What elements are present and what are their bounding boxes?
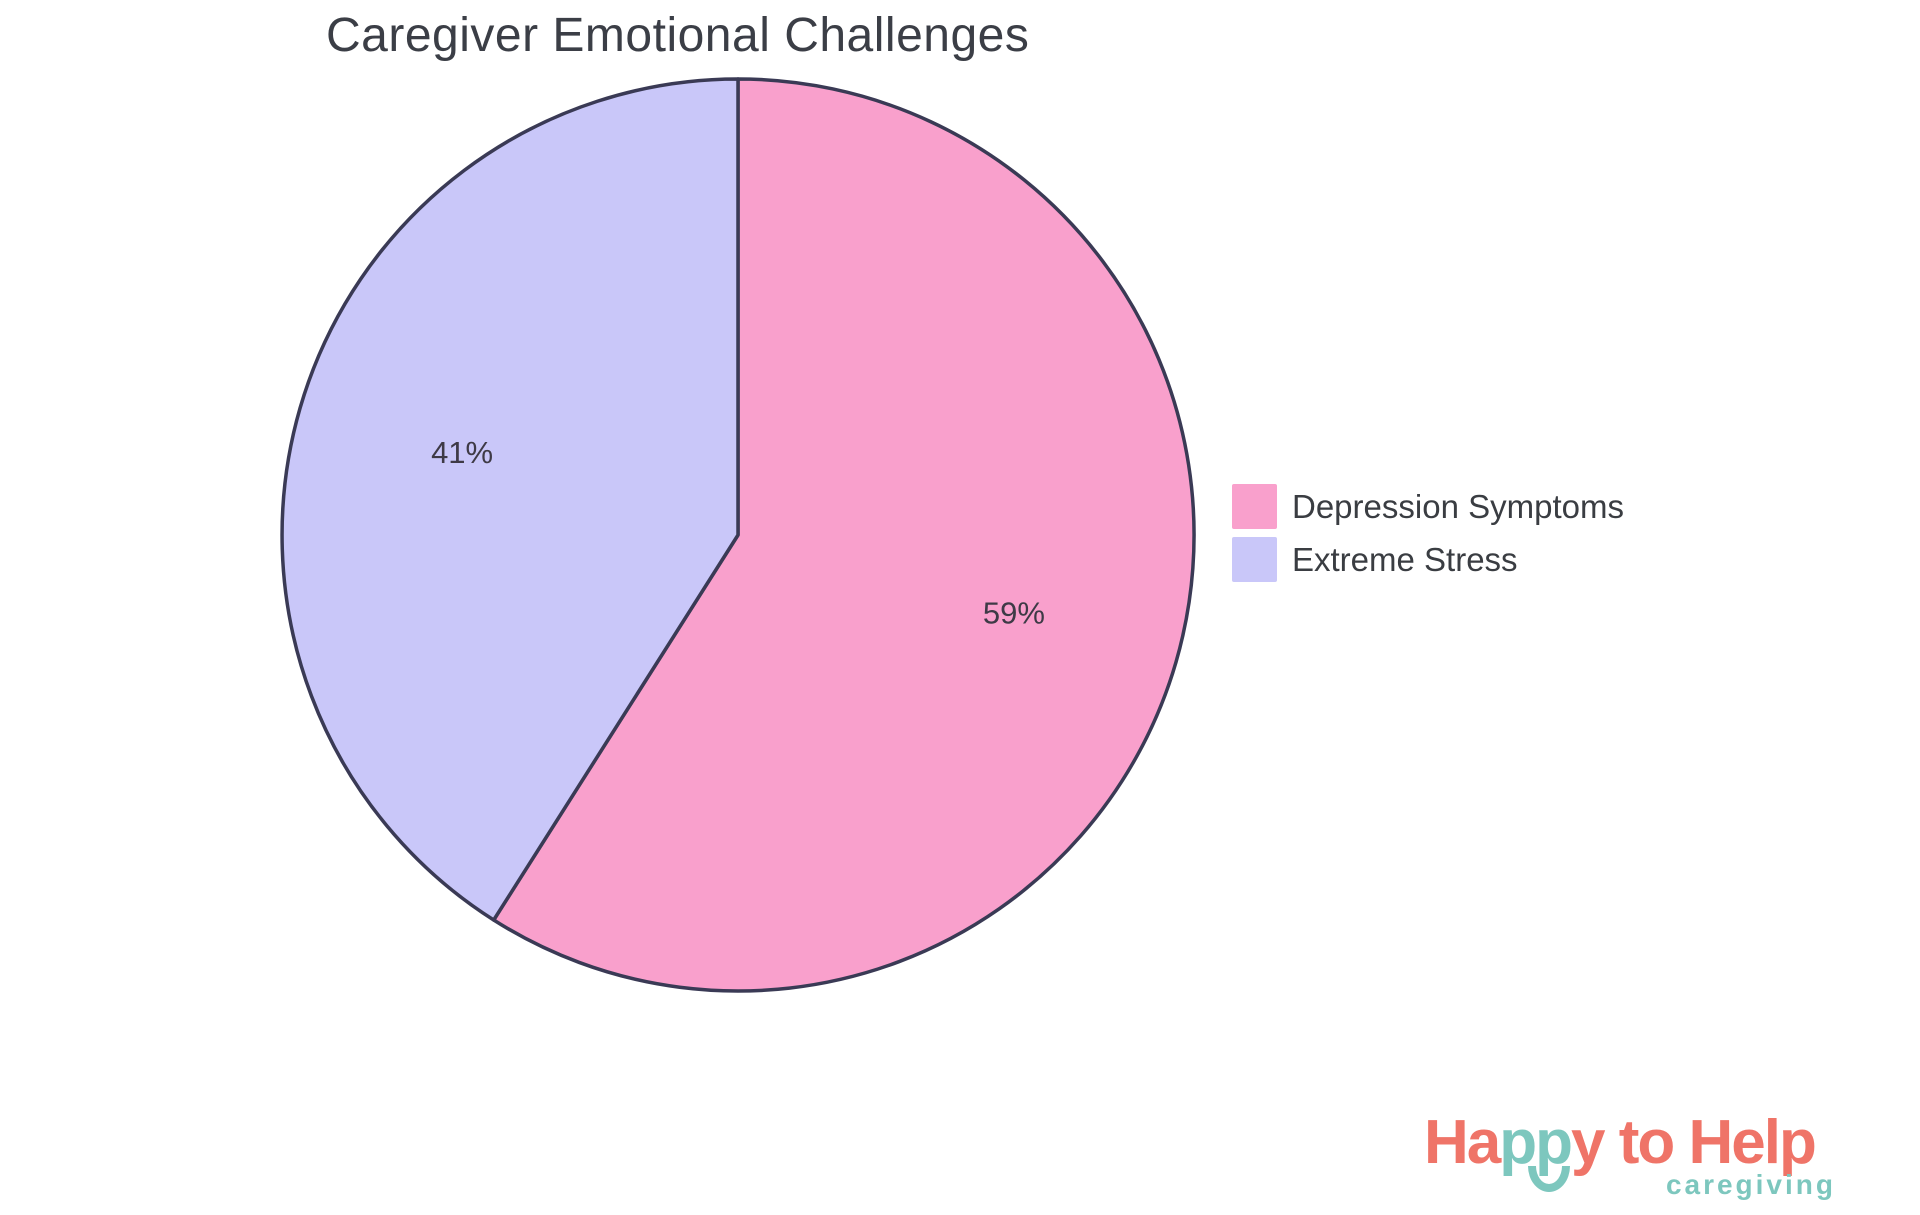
legend-label: Depression Symptoms <box>1292 487 1624 525</box>
logo-text-ha: Ha <box>1424 1108 1501 1177</box>
logo-wordmark: Happy to Help <box>1424 1112 1884 1174</box>
logo-caregiving-text: caregiving <box>1665 1169 1836 1200</box>
legend-item-extreme-stress[interactable]: Extreme Stress <box>1232 537 1624 582</box>
legend-swatch <box>1232 484 1277 529</box>
chart-title: Caregiver Emotional Challenges <box>326 9 1030 62</box>
legend-swatch <box>1232 537 1277 582</box>
logo-text-y-to-help: y to Help <box>1571 1108 1817 1177</box>
logo-text-pp: pp <box>1499 1108 1573 1177</box>
logo: Happy to Help caregiving <box>1424 1112 1884 1200</box>
slice-percent-label: 59% <box>983 595 1045 630</box>
legend: Depression Symptoms Extreme Stress <box>1232 484 1624 582</box>
legend-item-depression-symptoms[interactable]: Depression Symptoms <box>1232 484 1624 529</box>
logo-smile-icon <box>1528 1166 1570 1192</box>
pie-slice-depression-symptoms[interactable] <box>491 77 1196 993</box>
slice-percent-label: 41% <box>431 435 493 470</box>
pie-slice-extreme-stress[interactable] <box>280 77 740 922</box>
legend-label: Extreme Stress <box>1292 540 1518 578</box>
